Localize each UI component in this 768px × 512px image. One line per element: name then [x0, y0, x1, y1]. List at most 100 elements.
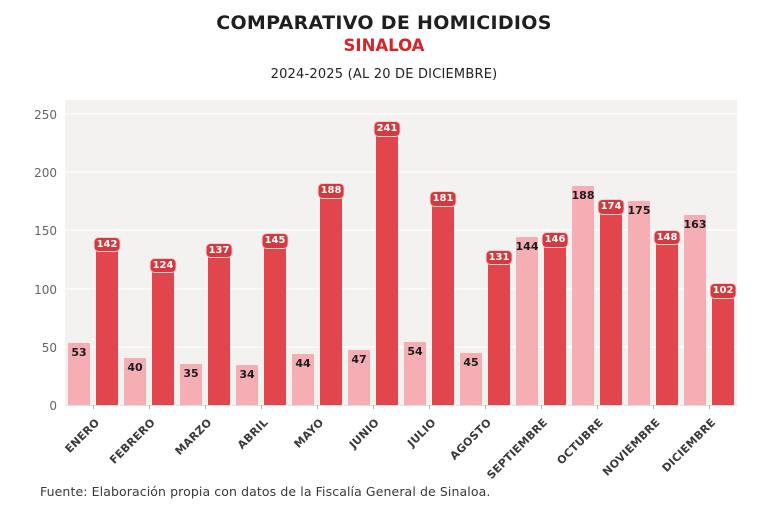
- x-axis-label-octubre: OCTUBRE: [554, 416, 607, 468]
- bar-label-2025-mayo: 188: [317, 183, 345, 199]
- bar-label-2024-diciembre: 163: [683, 218, 707, 232]
- bar-label-2025-noviembre: 148: [653, 229, 681, 246]
- x-tick-abril: [261, 405, 262, 409]
- gridline-250: [65, 113, 737, 115]
- x-axis-label-febrero: FEBRERO: [107, 416, 159, 467]
- x-tick-septiembre: [541, 405, 542, 409]
- bar-2025-agosto: 131: [485, 249, 513, 405]
- bar-chart: 53 142 ENERO 40 124 FEBRERO 35 137 MARZO 34 145 ABR…: [34, 100, 737, 482]
- chart-header: COMPARATIVO DE HOMICIDIOS SINALOA 2024-2…: [0, 12, 768, 82]
- gridline-100: [65, 287, 737, 290]
- y-tick-label-50: 50: [41, 340, 57, 355]
- bar-label-2025-diciembre: 102: [709, 283, 737, 299]
- x-axis-label-julio: JULIO: [404, 416, 439, 450]
- bar-2024-abril: 34: [236, 365, 258, 405]
- y-tick-label-200: 200: [34, 166, 57, 181]
- bar-2025-abril: 145: [261, 233, 289, 405]
- bar-2024-diciembre: 163: [684, 215, 706, 405]
- x-tick-enero: [93, 405, 94, 409]
- chart-period: 2024-2025 (AL 20 DE DICIEMBRE): [270, 67, 498, 82]
- y-tick-label-100: 100: [34, 282, 57, 297]
- bar-group-junio: 47 241 JUNIO: [345, 100, 401, 451]
- bar-group-octubre: 188 174 OCTUBRE: [555, 100, 625, 467]
- gridline-150: [65, 229, 737, 232]
- x-tick-marzo: [205, 405, 206, 409]
- bar-group-abril: 34 145 ABRIL: [233, 100, 289, 452]
- bar-label-2025-abril: 145: [261, 233, 289, 249]
- bar-2025-febrero: 124: [149, 257, 177, 405]
- bar-2025-diciembre: 102: [709, 283, 737, 405]
- chart-subtitle: SINALOA: [343, 36, 425, 55]
- bar-2025-octubre: 174: [597, 199, 625, 405]
- bar-2024-octubre: 188: [572, 186, 594, 405]
- x-tick-noviembre: [653, 405, 654, 409]
- x-axis-label-septiembre: SEPTIEMBRE: [484, 416, 551, 482]
- bar-label-2025-octubre: 174: [597, 199, 625, 215]
- bar-label-2024-marzo: 35: [183, 367, 199, 381]
- bar-label-2025-septiembre: 146: [541, 232, 569, 248]
- bar-group-noviembre: 175 148 NOVIEMBRE: [600, 100, 681, 479]
- y-tick-label-150: 150: [34, 224, 57, 239]
- bar-2025-julio: 181: [429, 191, 457, 405]
- bar-label-2024-abril: 34: [239, 368, 255, 382]
- bar-label-2024-agosto: 45: [463, 355, 479, 369]
- x-axis-label-abril: ABRIL: [234, 416, 271, 452]
- y-tick-label-250: 250: [34, 108, 57, 122]
- bar-2025-mayo: 188: [317, 183, 345, 405]
- bar-2025-noviembre: 148: [653, 229, 681, 405]
- bar-label-2025-enero: 142: [93, 236, 121, 253]
- bar-label-2025-agosto: 131: [485, 249, 513, 266]
- x-tick-junio: [373, 405, 374, 409]
- x-tick-octubre: [597, 405, 598, 409]
- bar-group-septiembre: 144 146 SEPTIEMBRE: [484, 100, 569, 482]
- x-axis-label-mayo: MAYO: [291, 416, 327, 451]
- bar-2024-mayo: 44: [292, 353, 314, 405]
- gridline-200: [65, 171, 737, 174]
- bar-label-2025-julio: 181: [429, 191, 457, 207]
- bar-2024-febrero: 40: [124, 358, 146, 405]
- x-tick-agosto: [485, 405, 486, 409]
- bar-2024-marzo: 35: [180, 364, 202, 405]
- bar-2024-noviembre: 175: [628, 201, 650, 405]
- bar-label-2024-octubre: 188: [571, 189, 595, 203]
- bar-label-2024-enero: 53: [71, 346, 87, 360]
- x-axis-label-enero: ENERO: [62, 416, 103, 456]
- bar-label-2024-junio: 47: [351, 353, 367, 367]
- bar-2025-enero: 142: [93, 236, 121, 405]
- bar-group-febrero: 40 124 FEBRERO: [108, 100, 177, 467]
- bar-label-2024-noviembre: 175: [627, 204, 651, 218]
- bar-2024-julio: 54: [404, 342, 426, 405]
- bar-label-2025-junio: 241: [373, 121, 401, 137]
- bar-label-2024-mayo: 44: [295, 356, 311, 370]
- bar-label-2025-febrero: 124: [149, 257, 177, 274]
- bar-2025-septiembre: 146: [541, 232, 569, 405]
- bar-2024-junio: 47: [348, 350, 370, 405]
- x-tick-mayo: [317, 405, 318, 409]
- bar-group-diciembre: 163 102 DICIEMBRE: [659, 100, 737, 475]
- bar-group-marzo: 35 137 MARZO: [172, 100, 233, 458]
- bar-2024-septiembre: 144: [516, 237, 538, 405]
- bar-2025-marzo: 137: [205, 242, 233, 405]
- x-tick-febrero: [149, 405, 150, 409]
- bar-group-enero: 53 142 ENERO: [63, 100, 121, 456]
- plot-area: 53 142 ENERO 40 124 FEBRERO 35 137 MARZO 34 145 ABR…: [63, 100, 737, 482]
- gridline-50: [65, 345, 737, 348]
- chart-title: COMPARATIVO DE HOMICIDIOS: [216, 12, 552, 34]
- bar-label-2024-septiembre: 144: [515, 240, 539, 254]
- y-tick-label-0: 0: [49, 399, 57, 413]
- bar-group-julio: 54 181 JULIO: [401, 100, 457, 450]
- x-tick-julio: [429, 405, 430, 409]
- bar-2024-enero: 53: [68, 343, 90, 405]
- x-axis-label-junio: JUNIO: [347, 416, 383, 452]
- bar-group-agosto: 45 131 AGOSTO: [448, 100, 513, 463]
- source-note: Fuente: Elaboración propia con datos de …: [40, 484, 491, 499]
- x-tick-diciembre: [709, 405, 710, 409]
- x-axis-label-diciembre: DICIEMBRE: [659, 416, 719, 475]
- bar-2025-junio: 241: [373, 121, 401, 405]
- bar-2024-agosto: 45: [460, 352, 482, 405]
- bar-label-2025-marzo: 137: [205, 242, 233, 259]
- bar-label-2024-julio: 54: [407, 345, 423, 359]
- bar-group-mayo: 44 188 MAYO: [289, 100, 345, 451]
- x-axis-label-marzo: MARZO: [172, 416, 215, 458]
